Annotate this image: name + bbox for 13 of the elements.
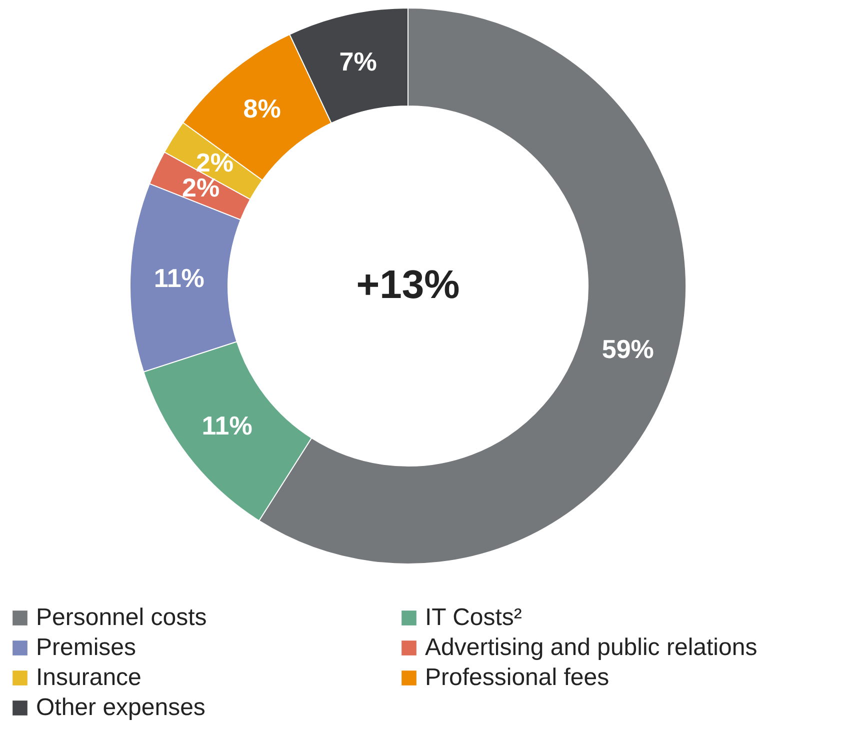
data-label: 11% bbox=[202, 410, 252, 440]
legend-label: Personnel costs bbox=[36, 604, 207, 631]
legend-label: Advertising and public relations bbox=[425, 634, 758, 661]
legend-label: Other expenses bbox=[36, 694, 206, 721]
data-label: 59% bbox=[602, 334, 654, 364]
legend-label: IT Costs² bbox=[425, 604, 522, 631]
data-label: 11% bbox=[154, 262, 204, 293]
data-label: 8% bbox=[243, 94, 281, 124]
legend-label: Insurance bbox=[36, 664, 142, 691]
legend-label: Premises bbox=[36, 634, 136, 661]
legend-label: Professional fees bbox=[425, 664, 610, 691]
text: +13% bbox=[356, 263, 460, 307]
data-label: 7% bbox=[339, 46, 377, 77]
